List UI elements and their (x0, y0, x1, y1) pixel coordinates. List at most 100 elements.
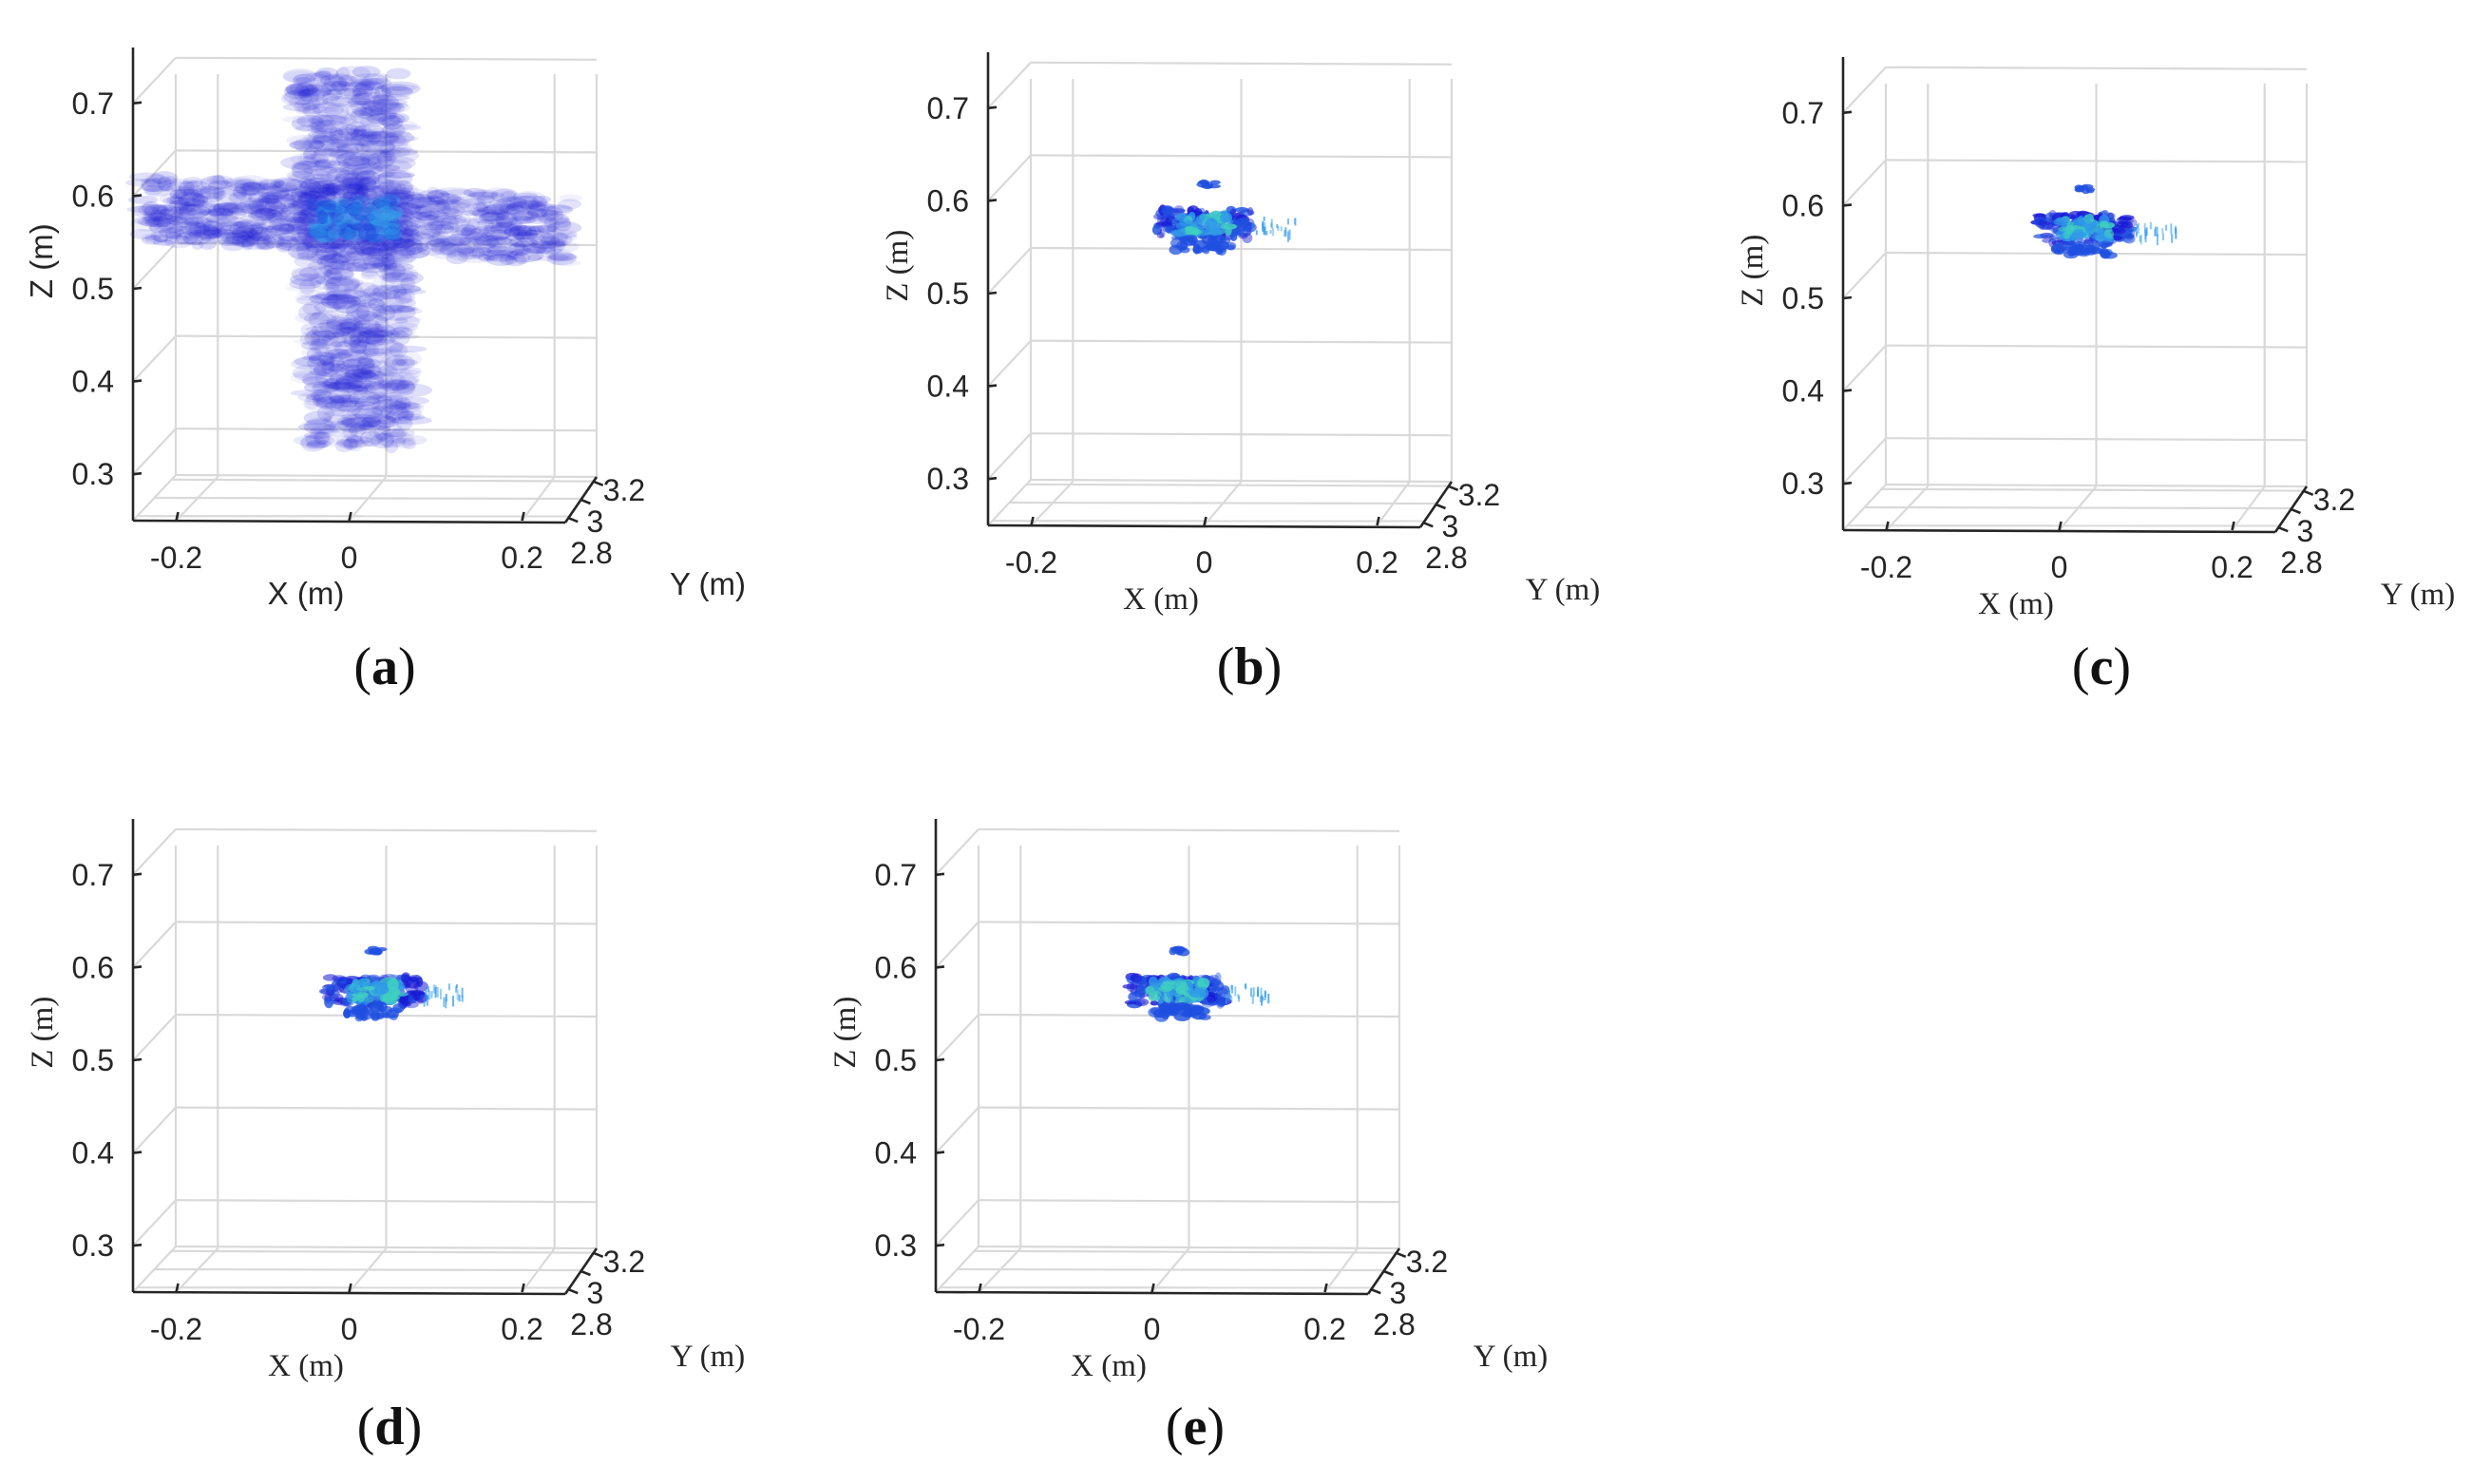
data-point (202, 239, 217, 249)
data-point (347, 251, 371, 259)
data-point (329, 990, 340, 999)
data-point (390, 210, 403, 219)
data-point (474, 235, 506, 246)
data-point (345, 182, 362, 194)
data-point (248, 199, 270, 212)
data-point (285, 82, 319, 97)
y-axis-label: Y (m) (2381, 578, 2456, 612)
data-point (307, 181, 331, 194)
data-point (308, 312, 330, 329)
data-point (1277, 226, 1280, 231)
data-point (394, 396, 429, 406)
data-point (381, 229, 403, 240)
data-point (280, 200, 300, 208)
data-point (393, 288, 415, 304)
data-point (2161, 228, 2164, 234)
data-point (159, 214, 179, 223)
data-point (390, 415, 432, 425)
data-point (357, 230, 373, 239)
data-point (340, 413, 364, 421)
data-point (322, 203, 343, 218)
data-point (302, 139, 326, 150)
data-point (481, 187, 517, 201)
data-point (214, 233, 236, 247)
data-point (492, 237, 513, 245)
data-point (360, 140, 396, 154)
data-point (440, 237, 466, 247)
data-point (362, 423, 391, 430)
data-point (461, 224, 482, 238)
data-point (526, 209, 560, 217)
data-point (323, 282, 340, 292)
data-point (2156, 226, 2158, 237)
data-point (162, 200, 197, 213)
data-point (371, 199, 386, 208)
data-point (361, 99, 404, 113)
data-point (344, 416, 378, 432)
data-point (312, 330, 351, 337)
data-point (483, 252, 519, 262)
x-tick-label: 0.2 (2211, 550, 2253, 584)
data-point (178, 193, 209, 207)
data-point (333, 327, 361, 344)
z-tick (935, 1151, 945, 1154)
data-point (489, 240, 503, 251)
data-point (1280, 226, 1283, 232)
data-point (298, 178, 313, 188)
z-grid-left (987, 339, 1032, 388)
caption-paren-open: ( (1217, 637, 1235, 696)
data-point (325, 217, 341, 226)
data-point (286, 83, 316, 99)
data-point (1209, 978, 1222, 986)
data-point (448, 196, 485, 205)
data-point (380, 238, 418, 248)
data-point (250, 203, 285, 219)
data-point (381, 86, 413, 98)
data-point (308, 352, 335, 366)
data-point (544, 217, 561, 232)
data-point (400, 973, 409, 983)
data-point (385, 345, 428, 353)
data-point (341, 184, 369, 195)
data-point (340, 280, 363, 288)
data-point (483, 200, 517, 211)
data-point (311, 254, 330, 263)
y-tick-label: 3.2 (1406, 1245, 1448, 1279)
data-point (286, 134, 327, 146)
data-point (330, 177, 371, 187)
data-point (344, 226, 352, 239)
data-point (345, 302, 388, 319)
data-point (510, 219, 523, 231)
data-point (323, 257, 346, 275)
data-point (490, 215, 524, 228)
data-point (374, 155, 416, 171)
data-point (293, 161, 334, 171)
data-point (354, 178, 395, 185)
data-point (333, 339, 368, 356)
data-point (507, 242, 529, 257)
data-point (339, 243, 357, 256)
data-point (326, 191, 354, 198)
data-point (347, 329, 368, 338)
data-point (198, 209, 237, 217)
data-point (377, 244, 402, 256)
data-point (181, 201, 201, 212)
z-tick-label: 0.3 (72, 1228, 114, 1263)
z-tick (987, 291, 998, 295)
data-point (371, 261, 397, 270)
y-tick-label: 2.8 (570, 1307, 612, 1341)
data-point (268, 204, 292, 213)
data-point (398, 228, 419, 238)
data-point (352, 256, 386, 270)
data-point (381, 333, 420, 340)
data-point (400, 243, 417, 257)
data-point (377, 365, 399, 377)
data-point (334, 374, 372, 392)
data-point (352, 368, 372, 378)
data-point (288, 219, 309, 234)
data-point (434, 199, 449, 210)
z-tick-label: 0.6 (72, 179, 114, 213)
data-point (396, 180, 413, 196)
data-point (505, 196, 538, 203)
data-point (347, 185, 361, 196)
